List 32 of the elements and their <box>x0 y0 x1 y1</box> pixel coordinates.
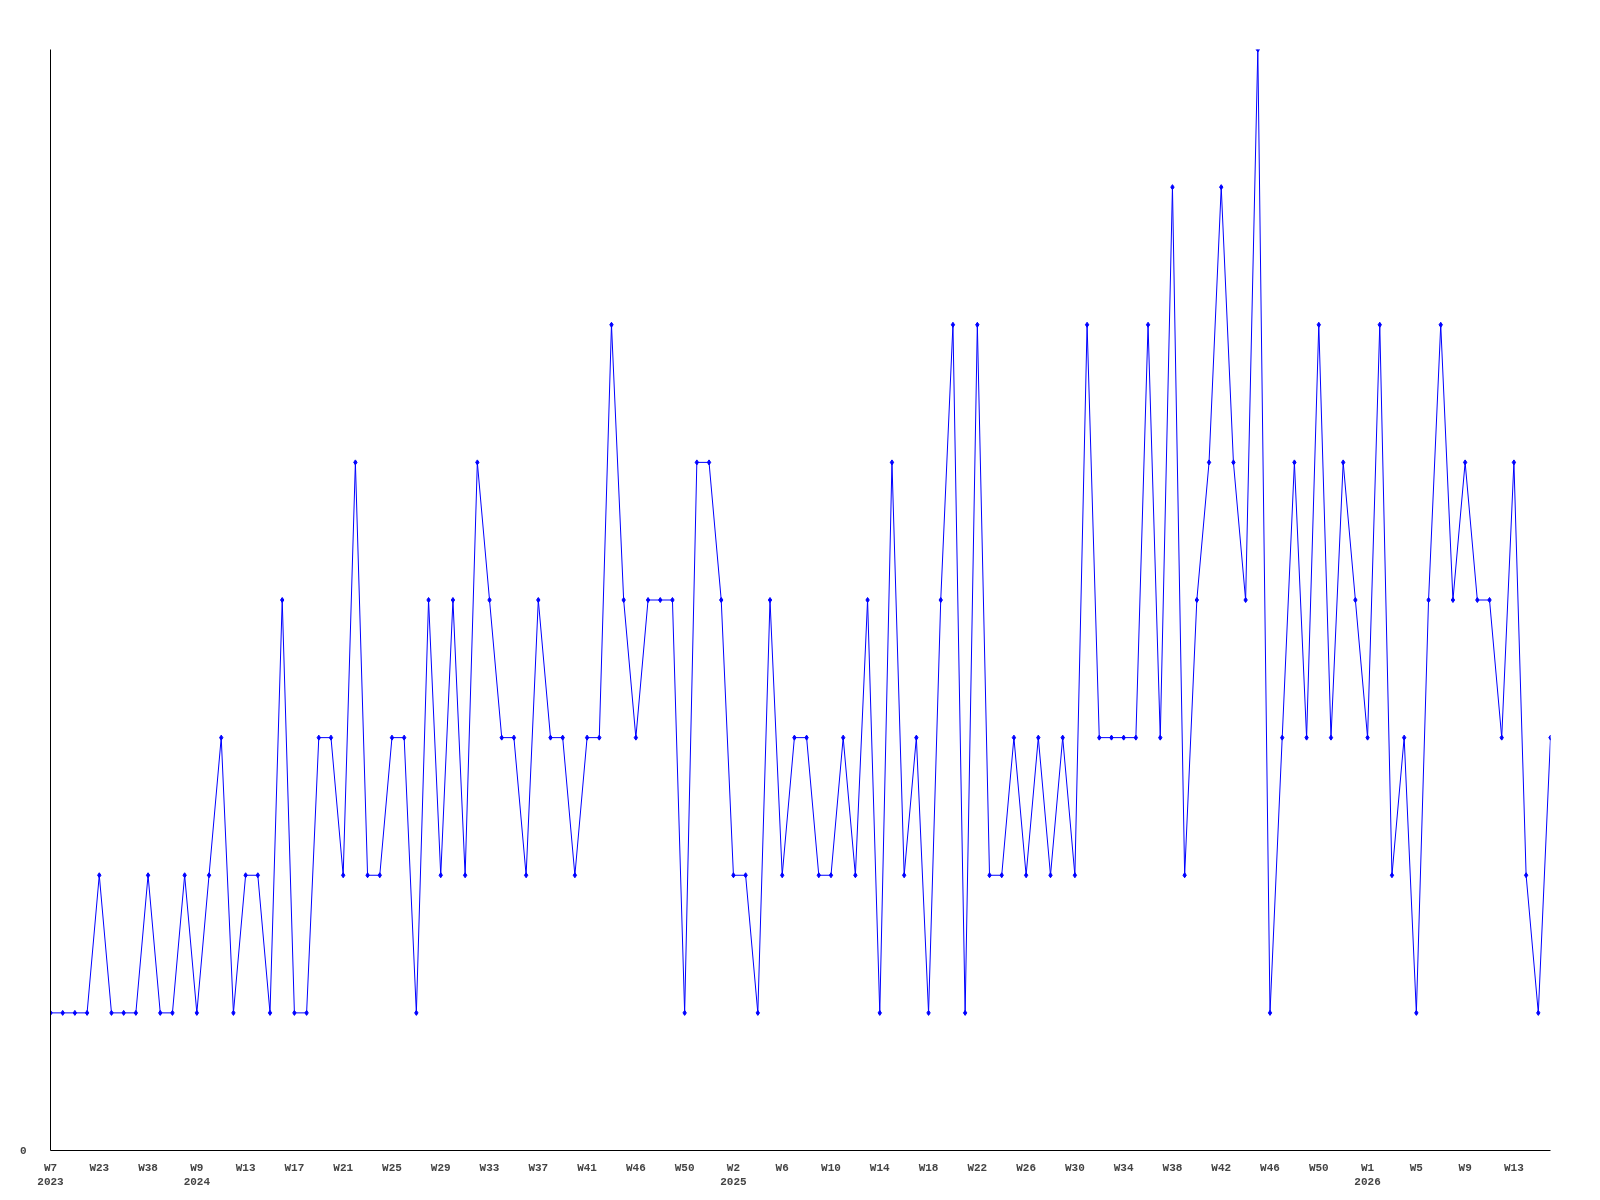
x-tick-label: W13 <box>1504 1161 1525 1174</box>
x-tick-label: W7 2023 <box>37 1161 65 1188</box>
x-tick-label: W37 <box>528 1161 549 1174</box>
x-tick-label: W25 <box>382 1161 403 1174</box>
x-tick-label: W6 <box>775 1161 789 1174</box>
x-tick-label: W33 <box>479 1161 500 1174</box>
text: 0 <box>19 1145 27 1157</box>
x-tick-label: W38 <box>1162 1161 1183 1174</box>
x-tick-label: W22 <box>967 1161 988 1174</box>
x-tick-label: W10 <box>821 1161 841 1174</box>
x-tick-label: W21 <box>333 1161 354 1174</box>
x-tick-label: W50 <box>674 1161 695 1174</box>
x-tick-label: W17 <box>284 1161 305 1174</box>
x-tick-label: W2 2025 <box>720 1161 748 1188</box>
x-tick-label: W13 <box>235 1161 256 1174</box>
x-tick-label: W9 <box>1458 1161 1472 1174</box>
x-tick-label: W46 <box>1260 1161 1280 1174</box>
x-tick-label: W41 <box>577 1161 598 1174</box>
x-tick-label: W1 2026 <box>1354 1161 1381 1188</box>
x-tick-label: W50 <box>1308 1161 1329 1174</box>
x-tick-label: W9 2024 <box>183 1161 211 1188</box>
x-tick-label: W46 <box>625 1161 646 1174</box>
x-tick-label: W23 <box>89 1161 110 1174</box>
x-tick-label: W18 <box>918 1161 939 1174</box>
x-tick-label: W26 <box>1016 1161 1037 1174</box>
x-tick-label: W5 <box>1409 1161 1424 1174</box>
x-tick-label: W42 <box>1211 1161 1232 1174</box>
x-tick-label: W38 <box>138 1161 159 1174</box>
x-tick-label: W30 <box>1064 1161 1085 1174</box>
x-tick-label: W34 <box>1113 1161 1134 1174</box>
x-tick-label: W14 <box>869 1161 891 1174</box>
x-tick-label: W29 <box>430 1161 451 1174</box>
